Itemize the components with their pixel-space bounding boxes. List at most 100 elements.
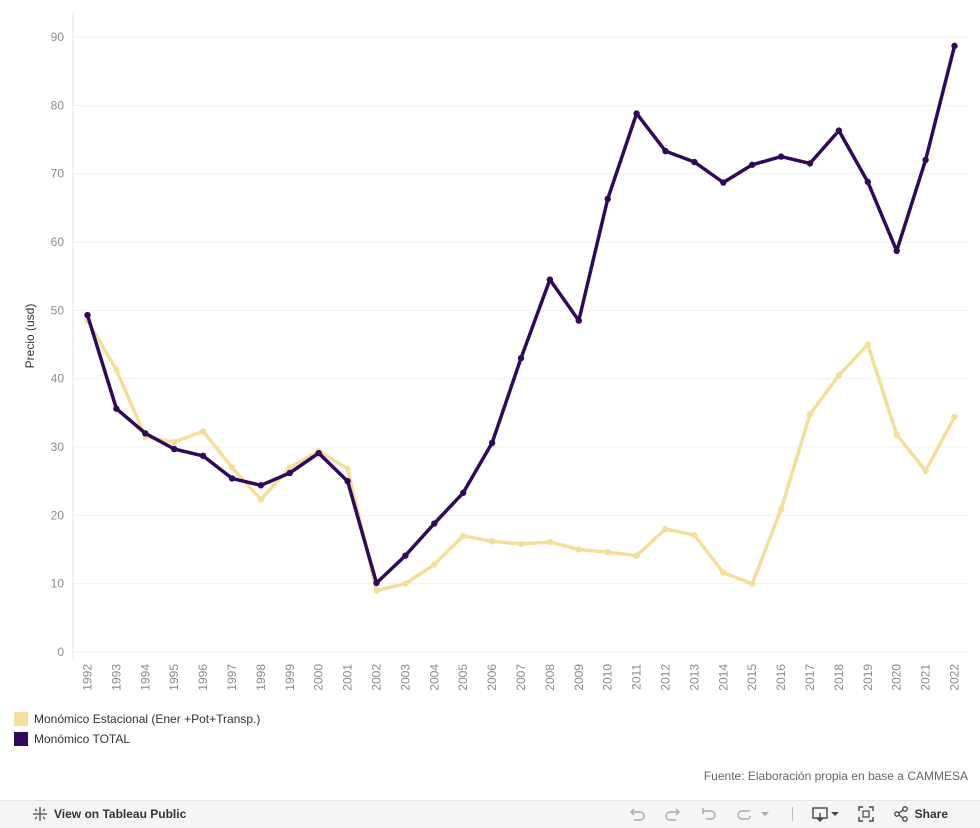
data-point	[113, 405, 120, 412]
chevron-down-icon[interactable]	[760, 809, 770, 819]
data-point	[286, 469, 293, 477]
data-point	[431, 520, 438, 527]
data-point	[84, 311, 91, 319]
data-point	[142, 430, 149, 437]
tableau-logo-icon	[32, 806, 48, 822]
data-point	[431, 561, 438, 568]
axes: 0 10 20 30 40 50 60 70 80 90 1992 1993 1994 1995 1996 1…	[51, 12, 962, 691]
y-tick-label: 90	[51, 30, 65, 44]
download-icon[interactable]	[811, 805, 839, 823]
data-point	[517, 354, 525, 362]
x-tick-label: 1995	[167, 664, 181, 691]
x-tick-label: 1999	[283, 664, 297, 691]
y-tick-label: 20	[51, 508, 65, 522]
series-layer	[84, 42, 958, 594]
chart-canvas: 0 10 20 30 40 50 60 70 80 90 1992 1993 1994 1995 1996 1…	[23, 12, 968, 691]
share-icon	[893, 806, 908, 822]
y-tick-label: 80	[51, 98, 65, 112]
data-point	[575, 546, 582, 553]
data-point	[546, 276, 554, 283]
data-point	[662, 525, 669, 533]
refresh-icon[interactable]	[736, 805, 754, 823]
x-tick-label: 2019	[861, 664, 875, 691]
data-point	[777, 153, 785, 160]
x-tick-label: 1994	[138, 664, 152, 691]
data-point	[171, 445, 178, 453]
data-point	[691, 531, 698, 539]
data-point	[460, 532, 467, 540]
x-tick-label: 2022	[948, 664, 962, 691]
view-on-tableau-link[interactable]: View on Tableau Public	[32, 806, 186, 822]
x-tick-label: 2009	[572, 664, 586, 691]
fullscreen-icon[interactable]	[857, 805, 875, 823]
data-point	[951, 42, 958, 50]
data-point	[720, 179, 727, 186]
data-point	[893, 431, 900, 438]
redo-icon[interactable]	[664, 805, 682, 823]
data-point	[951, 413, 958, 421]
x-tick-label: 2003	[398, 664, 412, 691]
x-tick-label: 1993	[109, 664, 123, 691]
data-point	[922, 156, 929, 164]
source-note: Fuente: Elaboración propia en base a CAM…	[703, 769, 968, 783]
data-point	[633, 552, 640, 559]
undo-icon[interactable]	[628, 805, 646, 823]
y-tick-label: 30	[51, 440, 65, 454]
data-point	[575, 317, 582, 324]
y-tick-label: 40	[51, 372, 65, 386]
x-tick-label: 2010	[601, 664, 615, 691]
data-point	[286, 464, 293, 471]
data-point	[344, 465, 351, 473]
x-tick-label: 2017	[803, 664, 817, 691]
data-point	[749, 161, 756, 168]
data-point	[604, 549, 611, 556]
x-tick-label: 2021	[919, 664, 933, 691]
data-point	[402, 552, 409, 559]
x-tick-label: 2005	[456, 664, 470, 691]
y-axis-title: Precio (usd)	[23, 304, 37, 369]
toolbar-actions: Share	[610, 805, 948, 823]
data-point	[864, 178, 871, 186]
toolbar-divider	[791, 807, 793, 821]
data-point	[517, 540, 525, 548]
legend-item-total[interactable]: Monómico TOTAL	[14, 729, 260, 749]
data-point	[488, 439, 496, 447]
x-tick-label: 2014	[716, 664, 730, 691]
x-tick-label: 2015	[745, 664, 759, 691]
series-line	[85, 44, 957, 585]
data-point	[373, 579, 380, 587]
legend-swatch-total	[14, 732, 28, 746]
data-point	[633, 110, 640, 117]
line-chart: 0 10 20 30 40 50 60 70 80 90 1992 1993 1994 1995 1996 1…	[23, 12, 968, 691]
x-tick-label: 2016	[774, 664, 788, 691]
data-point	[835, 127, 843, 134]
revert-icon[interactable]	[700, 805, 718, 823]
x-tick-label: 1996	[196, 664, 210, 691]
data-point	[749, 580, 756, 587]
x-tick-label: 1992	[81, 664, 95, 691]
tableau-toolbar: View on Tableau Public Share	[0, 800, 980, 828]
data-point	[922, 467, 929, 475]
x-tick-label: 1997	[225, 664, 239, 691]
data-point	[604, 195, 611, 203]
data-point	[488, 538, 496, 545]
data-point	[864, 341, 871, 348]
series-estacional	[84, 317, 958, 594]
legend: Monómico Estacional (Ener +Pot+Transp.) …	[14, 709, 260, 749]
legend-item-estacional[interactable]: Monómico Estacional (Ener +Pot+Transp.)	[14, 709, 260, 729]
gridlines	[73, 36, 968, 653]
data-point	[806, 160, 814, 167]
data-point	[662, 147, 669, 155]
legend-label-estacional: Monómico Estacional (Ener +Pot+Transp.)	[34, 712, 261, 726]
data-point	[402, 580, 409, 587]
y-tick-label: 10	[51, 577, 65, 591]
share-button[interactable]: Share	[893, 806, 948, 822]
x-tick-label: 2020	[890, 664, 904, 691]
x-tick-label: 2000	[312, 664, 326, 691]
x-tick-label: 2001	[341, 664, 355, 691]
data-point	[171, 439, 178, 446]
data-point	[228, 475, 236, 482]
x-tick-label: 2008	[543, 664, 557, 691]
x-tick-label: 2004	[427, 664, 441, 691]
data-point	[691, 158, 698, 166]
